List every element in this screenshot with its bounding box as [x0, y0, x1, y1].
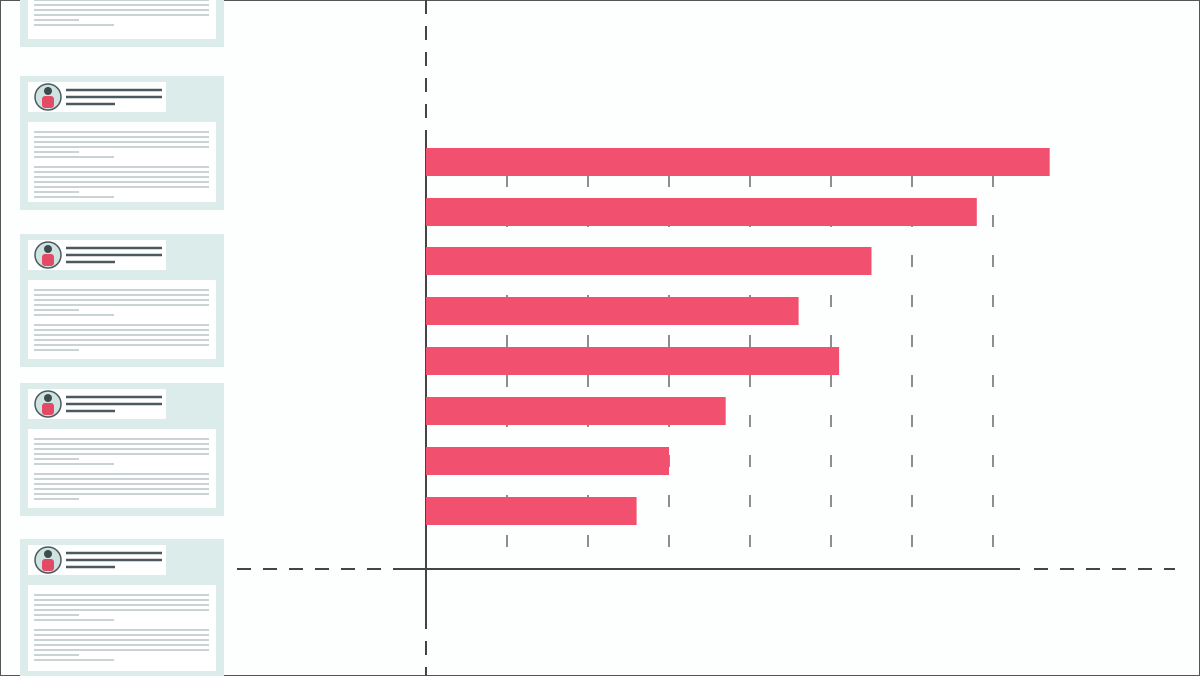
bar — [426, 148, 1050, 176]
bar — [426, 347, 840, 375]
avatar-head — [44, 87, 52, 95]
avatar-head — [44, 550, 52, 558]
bar — [426, 397, 726, 425]
cards — [20, 0, 224, 676]
plot — [237, 0, 1175, 676]
avatar-body — [42, 559, 54, 571]
bar — [426, 447, 669, 475]
card-body — [28, 280, 216, 359]
avatar-body — [42, 403, 54, 415]
bar — [426, 247, 872, 275]
card-body — [28, 122, 216, 202]
avatar-body — [42, 254, 54, 266]
avatar-head — [44, 245, 52, 253]
bar — [426, 497, 637, 525]
card-body — [28, 585, 216, 671]
card-body — [28, 429, 216, 508]
bar — [426, 297, 799, 325]
avatar-head — [44, 394, 52, 402]
avatar-body — [42, 96, 54, 108]
bar — [426, 198, 977, 226]
